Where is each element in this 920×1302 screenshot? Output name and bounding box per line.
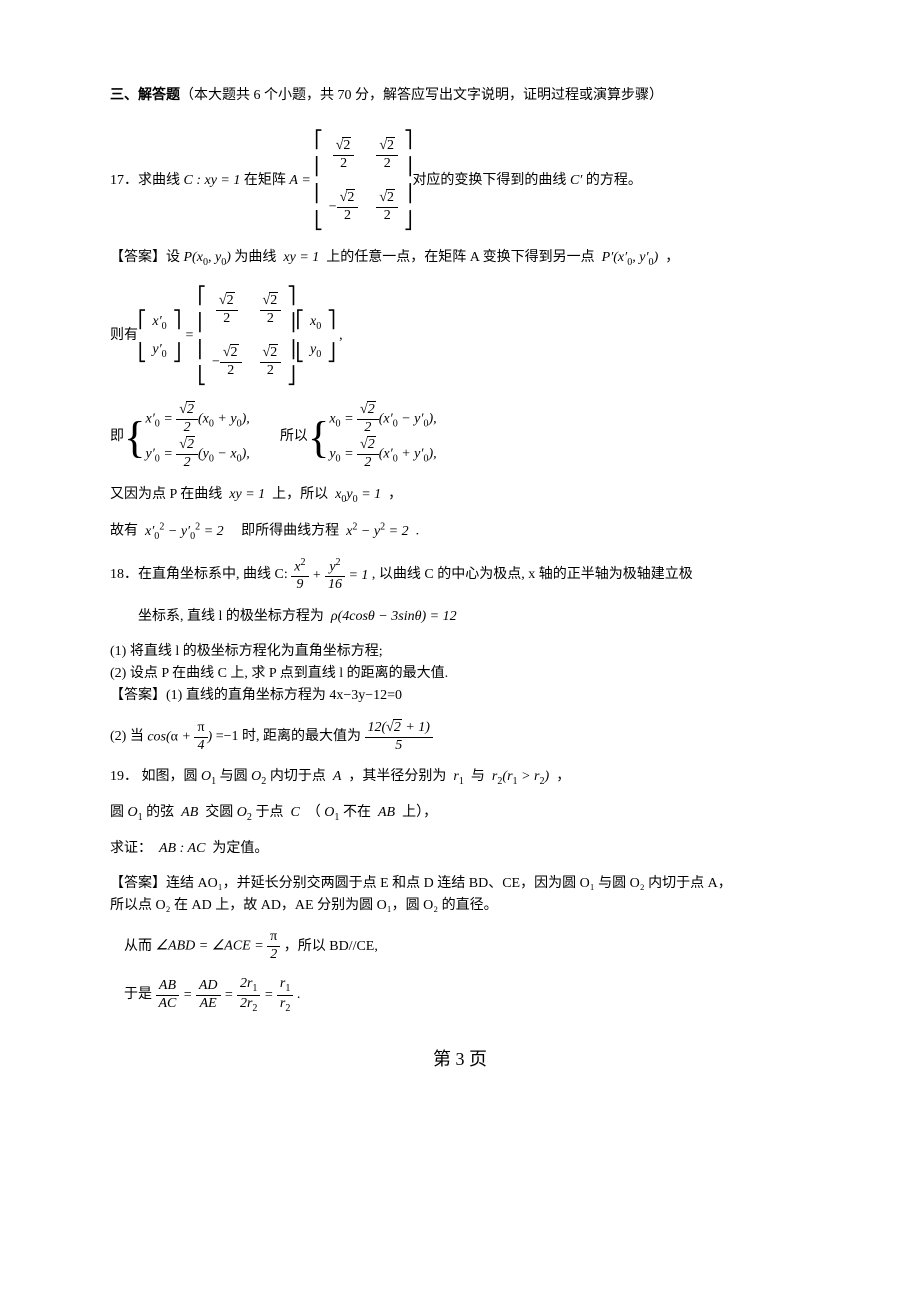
answer-label: 【答案】	[110, 250, 166, 265]
q18-number: 18．	[110, 564, 138, 586]
page: 三、解答题（本大题共 6 个小题，共 70 分，解答应写出文字说明，证明过程或演…	[0, 0, 920, 1114]
q17-post: 对应的变换下得到的曲线	[412, 170, 566, 192]
q19-ans-p1: 【答案】连结 AO₁，并延长分别交两圆于点 E 和点 D 连结 BD、CE，因为…	[110, 873, 810, 895]
q19-line2: 圆 O1 的弦 AB 交圆 O2 于点 C （ O1 不在 AB 上），	[110, 802, 810, 826]
q17-result: 故有 x′02 − y′02 = 2 即所得曲线方程 x2 − y2 = 2 .	[110, 519, 810, 545]
q18-polar: ρ(4cosθ − 3sinθ) = 12	[327, 609, 456, 624]
q17-mid: 在矩阵	[244, 170, 286, 192]
q17-c2: C′	[566, 170, 585, 192]
brace-icon: {	[308, 415, 330, 460]
q18-prompt: 18． 在直角坐标系中, 曲线 C: x29 + y216 = 1 , 以曲线 …	[110, 557, 810, 594]
matrix-A2: 22 22 −22 22	[198, 283, 296, 391]
vec-right: x0 y0	[296, 307, 336, 367]
vec-left: x′0 y′0	[138, 307, 181, 367]
q17-line-p: 又因为点 P 在曲线 xy = 1 上，所以 x0y0 = 1 ，	[110, 484, 810, 508]
q17-curve: C : xy = 1	[180, 170, 244, 192]
q19-prompt: 19． 如图，圆 O1 与圆 O2 内切于点 A ，其半径分别为 r1 与 r2…	[110, 766, 810, 790]
q17-P: P(x0, y0)	[184, 250, 231, 265]
q18-ans1: 【答案】(1) 直线的直角坐标方程为 4x−3y−12=0	[110, 685, 810, 707]
q18-prompt2: 坐标系, 直线 l 的极坐标方程为 ρ(4cosθ − 3sinθ) = 12	[110, 606, 810, 628]
q19-prove: 求证： AB : AC 为定值。	[110, 838, 810, 860]
q17-prompt: 17． 求曲线 C : xy = 1 在矩阵 A = 22 22 −22 22 …	[110, 127, 810, 235]
q18-sub1: (1) 将直线 l 的极坐标方程化为直角坐标方程;	[110, 641, 810, 663]
q17-ans-line1: 【答案】设 P(x0, y0) 为曲线 xy = 1 上的任意一点，在矩阵 A …	[110, 247, 810, 271]
q18-sub2: (2) 设点 P 在曲线 C 上, 求 P 点到直线 l 的距离的最大值.	[110, 663, 810, 685]
q19-number: 19．	[110, 769, 138, 784]
q17-pre: 求曲线	[138, 170, 180, 192]
q18-ellipse: x29 + y216 = 1	[288, 557, 372, 594]
q17-A: A =	[286, 170, 315, 192]
q17-end: 的方程。	[586, 170, 642, 192]
q17-matrix-eq: 则有 x′0 y′0 = 22 22 −22 22 x0 y0	[110, 283, 810, 391]
page-footer: 第 3 页	[110, 1045, 810, 1074]
q17-cases: 即 { x′0 = 22(x0 + y0), y′0 = 22(y0 − x0)…	[110, 402, 810, 471]
q19-ans-p3: 从而 ∠ABD = ∠ACE = π2 ，所以 BD//CE,	[110, 929, 810, 964]
section-note: （本大题共 6 个小题，共 70 分，解答应写出文字说明，证明过程或演算步骤）	[180, 88, 663, 103]
q19-ans-p2: 所以点 O₂ 在 AD 上，故 AD，AE 分别为圆 O₁，圆 O₂ 的直径。	[110, 895, 810, 917]
section-header: 三、解答题（本大题共 6 个小题，共 70 分，解答应写出文字说明，证明过程或演…	[110, 85, 810, 107]
q17-Pp: P′(x′0, y′0)	[598, 250, 662, 265]
q17-matrix: 22 22 −22 22	[314, 127, 412, 235]
q19-ans-p4: 于是 ABAC = ADAE = 2r12r2 = r1r2 .	[110, 976, 810, 1015]
section-label: 三、解答题	[110, 88, 180, 103]
q17-number: 17．	[110, 170, 138, 192]
brace-icon: {	[124, 415, 146, 460]
q18-ans2: (2) 当 cos(α + π4) =−1 时, 距离的最大值为 12(2 + …	[110, 720, 810, 755]
